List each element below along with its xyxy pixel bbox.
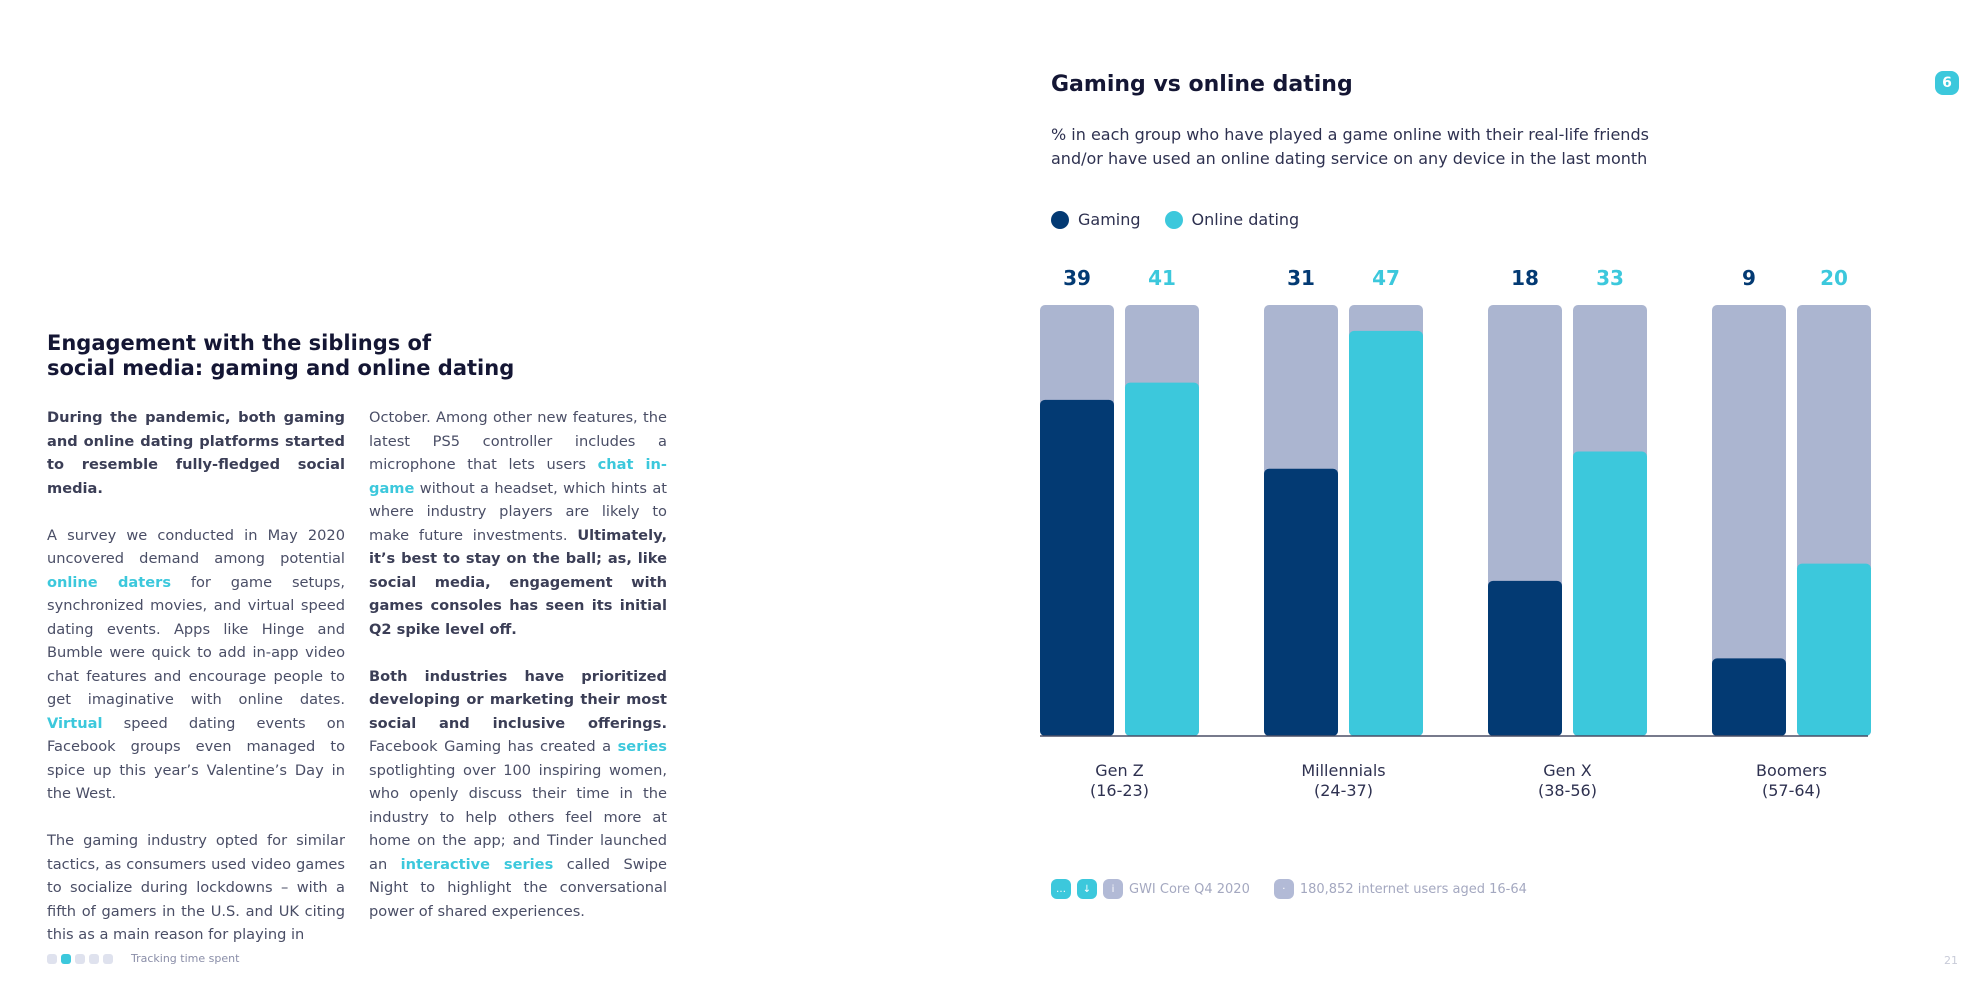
bar-gaming [1264, 468, 1338, 736]
text-bold: Both industries have prioritized develop… [369, 667, 667, 732]
bar-dating [1349, 330, 1423, 736]
data-label-dating: 20 [1820, 266, 1848, 290]
bar-track-gaming [1712, 305, 1786, 736]
bar-dating [1125, 382, 1199, 736]
bar-gaming [1488, 580, 1562, 736]
bar-dating [1573, 451, 1647, 736]
data-label-gaming: 31 [1287, 266, 1315, 290]
text: called Swipe Night to highlight the conv… [369, 855, 667, 920]
source-base: 180,852 internet users aged 16-64 [1299, 881, 1527, 897]
article-heading: Engagement with the siblings of social m… [47, 331, 515, 380]
interactive-series-link[interactable]: interactive series [400, 855, 554, 873]
paragraph-industries: Both industries have prioritized develop… [369, 665, 667, 924]
data-label-gaming: 9 [1742, 266, 1756, 290]
paragraph-survey: A survey we conducted in May 2020 uncove… [47, 524, 345, 806]
text: The gaming industry opted for similar ta… [47, 832, 345, 943]
data-label-gaming: 39 [1063, 266, 1091, 290]
text: spotlighting over 100 inspiring women, w… [369, 761, 667, 873]
chart-title: Gaming vs online dating [1051, 72, 1353, 97]
series-link[interactable]: series [617, 738, 667, 755]
text: Facebook Gaming has created a [369, 738, 618, 755]
online-daters-link[interactable]: online daters [47, 573, 172, 591]
progress-dot[interactable] [47, 953, 57, 964]
data-label-dating: 33 [1596, 266, 1624, 290]
progress-dot[interactable] [89, 953, 99, 964]
section-progress: Tracking time spent [47, 952, 239, 965]
legend-item-gaming: Gaming [1051, 210, 1141, 229]
chart-legend: Gaming Online dating [1051, 210, 1323, 229]
people-icon: · [1273, 879, 1294, 899]
category-label: (57-64) [1762, 781, 1821, 800]
chart-source: … ↓ i GWI Core Q4 2020 · 180,852 interne… [1051, 879, 1551, 899]
progress-dot[interactable] [103, 953, 113, 964]
text: for game setups, synchronized movies, an… [47, 573, 346, 709]
legend-swatch-gaming [1051, 210, 1069, 229]
download-icon[interactable]: ↓ [1077, 879, 1097, 899]
chart-number-badge: 6 [1935, 71, 1959, 95]
legend-item-online-dating: Online dating [1164, 210, 1300, 229]
text-bold: Ultimately, it’s best to stay on the bal… [369, 526, 667, 638]
category-label: (38-56) [1538, 781, 1597, 800]
progress-dot[interactable] [75, 953, 85, 964]
embed-icon[interactable]: … [1051, 879, 1071, 899]
intro-bold: During the pandemic, both gaming and onl… [47, 409, 345, 497]
category-label: Boomers [1756, 761, 1827, 780]
data-label-gaming: 18 [1511, 266, 1539, 290]
category-label: (16-23) [1090, 781, 1149, 800]
legend-label-gaming: Gaming [1078, 210, 1141, 229]
info-icon: i [1103, 879, 1123, 899]
data-label-dating: 41 [1148, 266, 1176, 290]
section-label[interactable]: Tracking time spent [131, 952, 240, 965]
article-column-left: During the pandemic, both gaming and onl… [47, 406, 345, 970]
data-label-dating: 47 [1372, 266, 1400, 290]
source-survey: GWI Core Q4 2020 [1129, 881, 1250, 897]
article-column-right: October. Among other new features, the l… [369, 406, 667, 947]
category-label: Millennials [1301, 761, 1385, 780]
virtual-link[interactable]: Virtual [47, 714, 103, 732]
bar-gaming [1712, 658, 1786, 736]
text: October. Among other new features, the l… [369, 409, 667, 473]
intro-paragraph: During the pandemic, both gaming and onl… [47, 406, 345, 500]
category-label: Gen X [1543, 761, 1591, 780]
paragraph-ps5: October. Among other new features, the l… [369, 406, 667, 641]
bar-dating [1797, 563, 1871, 736]
text: speed dating events on Facebook groups e… [47, 714, 345, 803]
legend-label-online-dating: Online dating [1191, 210, 1300, 229]
progress-dot-active[interactable] [61, 953, 71, 964]
category-label: Gen Z [1095, 761, 1143, 780]
text: A survey we conducted in May 2020 uncove… [47, 526, 345, 568]
text: without a headset, which hints at where … [369, 479, 667, 544]
legend-swatch-online-dating [1164, 210, 1183, 229]
page-number: 21 [1944, 954, 1958, 967]
paragraph-gaming: The gaming industry opted for similar ta… [47, 829, 345, 947]
bar-gaming [1040, 399, 1114, 736]
chart-subtitle: % in each group who have played a game o… [1051, 125, 1649, 168]
chat-in-game-link[interactable]: chat in-game [369, 456, 667, 497]
category-label: (24-37) [1314, 781, 1373, 800]
